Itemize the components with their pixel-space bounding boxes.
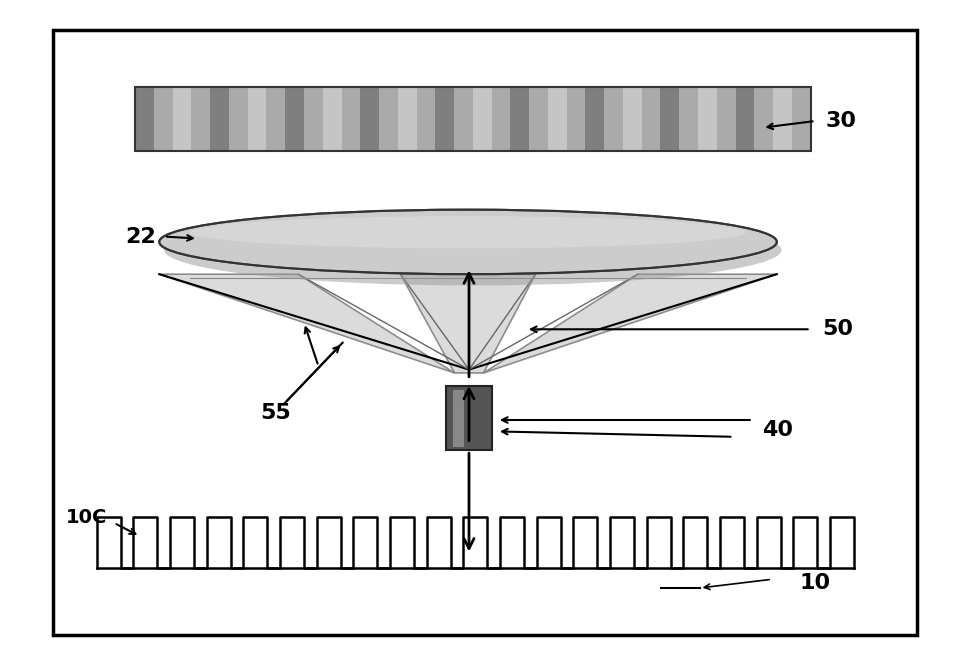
Bar <box>435 87 455 151</box>
Bar <box>360 87 379 151</box>
Bar <box>248 87 266 151</box>
Bar <box>398 87 417 151</box>
Bar <box>322 87 342 151</box>
Polygon shape <box>159 274 455 373</box>
Polygon shape <box>400 274 536 373</box>
Bar <box>773 87 792 151</box>
Bar <box>548 87 566 151</box>
Bar <box>53 30 917 635</box>
Polygon shape <box>483 274 777 373</box>
Bar <box>398 87 417 151</box>
Text: 30: 30 <box>825 111 856 131</box>
Bar <box>548 87 566 151</box>
Bar <box>586 87 604 151</box>
Ellipse shape <box>159 210 777 274</box>
Bar <box>586 87 604 151</box>
Bar <box>360 87 379 151</box>
Bar <box>248 87 266 151</box>
Bar <box>510 87 529 151</box>
Bar <box>286 87 304 151</box>
Bar <box>360 87 379 151</box>
Bar <box>735 87 755 151</box>
Bar <box>698 87 717 151</box>
Bar <box>398 87 417 151</box>
Bar <box>248 87 266 151</box>
Bar <box>660 87 679 151</box>
Bar <box>135 87 811 151</box>
Bar <box>773 87 792 151</box>
Bar <box>453 390 464 447</box>
Bar <box>586 87 604 151</box>
Bar <box>135 87 811 151</box>
Bar <box>286 87 304 151</box>
Bar <box>286 87 304 151</box>
Bar <box>698 87 717 151</box>
Bar <box>435 87 455 151</box>
Bar <box>473 87 491 151</box>
Text: 22: 22 <box>125 226 156 247</box>
Bar <box>510 87 529 151</box>
Bar <box>623 87 642 151</box>
Bar <box>623 87 642 151</box>
Bar <box>773 87 792 151</box>
Bar <box>322 87 342 151</box>
Bar <box>135 87 153 151</box>
Bar <box>173 87 191 151</box>
Bar <box>322 87 342 151</box>
Bar <box>660 87 679 151</box>
Bar <box>173 87 191 151</box>
Bar <box>548 87 566 151</box>
Bar <box>446 386 492 450</box>
Bar <box>473 87 491 151</box>
Text: 40: 40 <box>762 420 793 440</box>
Bar <box>735 87 755 151</box>
Bar <box>135 87 153 151</box>
Bar <box>660 87 679 151</box>
Bar <box>210 87 229 151</box>
Text: 10: 10 <box>799 573 830 593</box>
Bar <box>210 87 229 151</box>
Bar <box>173 87 191 151</box>
Ellipse shape <box>164 214 782 286</box>
Bar <box>623 87 642 151</box>
Bar <box>735 87 755 151</box>
Text: 55: 55 <box>261 403 291 423</box>
Ellipse shape <box>190 216 746 249</box>
Text: 50: 50 <box>822 319 853 339</box>
Bar <box>510 87 529 151</box>
Bar <box>473 87 491 151</box>
Text: 10C: 10C <box>66 508 107 527</box>
Bar <box>435 87 455 151</box>
Bar <box>135 87 153 151</box>
Bar <box>210 87 229 151</box>
Bar <box>698 87 717 151</box>
